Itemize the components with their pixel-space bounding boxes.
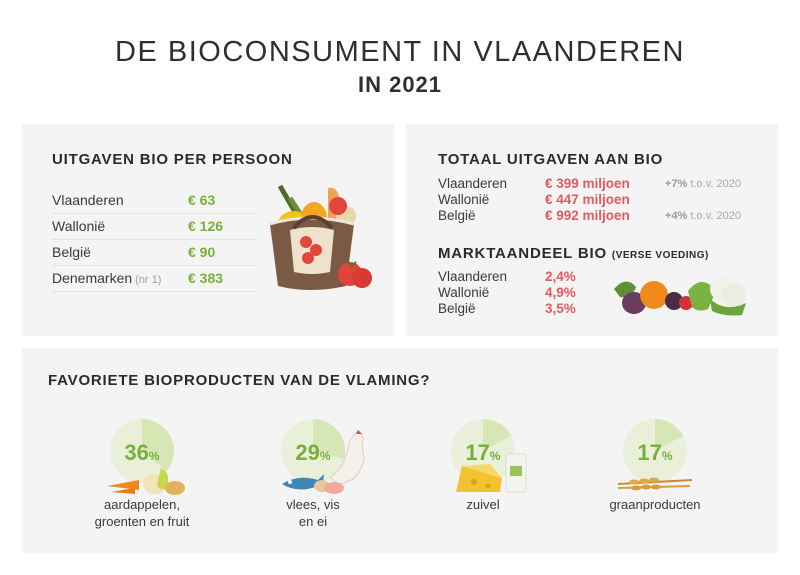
total-row-wallonie: Wallonië € 447 miljoen: [438, 192, 768, 208]
pie-slice: [142, 419, 174, 472]
share-row-belgie: België 3,5%: [438, 301, 618, 317]
fresh-produce-icon: [614, 277, 746, 316]
favorite-caption: aardappelen, groenten en fruit: [94, 497, 190, 529]
total-change: +7% t.o.v. 2020: [665, 178, 741, 190]
percentage-value: 29%: [295, 440, 331, 465]
spending-row-denemarken: Denemarken (nr 1) € 383: [52, 266, 257, 292]
total-value: € 992 miljoen: [545, 208, 630, 223]
pie-slice: [655, 419, 684, 451]
spending-row-vlaanderen: Vlaanderen € 63: [52, 188, 257, 214]
spending-row-belgie: België € 90: [52, 240, 257, 266]
total-spending-panel: TOTAAL UITGAVEN AAN BIO Vlaanderen € 399…: [406, 124, 778, 336]
total-change: +4% t.o.v. 2020: [665, 210, 741, 222]
share-row-wallonie: Wallonië 4,9%: [438, 285, 618, 301]
spending-label: België: [52, 244, 91, 260]
page-subtitle-year: IN 2021: [357, 72, 443, 97]
spending-value: € 63: [188, 192, 216, 208]
percentage-pie: [110, 419, 174, 483]
total-spending-heading: TOTAAL UITGAVEN AAN BIO: [438, 151, 664, 168]
wheat-icon: [617, 477, 693, 491]
share-value: 2,4%: [545, 269, 576, 284]
market-share-heading: MARKTAANDEEL BIO (VERSE VOEDING): [438, 245, 709, 262]
total-label: Vlaanderen: [438, 176, 508, 191]
spending-label: Denemarken (nr 1): [52, 270, 162, 286]
pie-slice: [313, 419, 345, 459]
spending-note: (nr 1): [135, 274, 162, 286]
cheese-milk-icon: [456, 453, 527, 493]
spending-value: € 90: [188, 244, 216, 260]
chicken-fish-egg-icon: [282, 430, 365, 494]
spending-label: Vlaanderen: [52, 192, 124, 208]
percentage-value: 17%: [465, 440, 501, 465]
favorite-products-heading: FAVORIETE BIOPRODUCTEN VAN DE VLAMING?: [48, 372, 431, 389]
spending-row-wallonie: Wallonië € 126: [52, 214, 257, 240]
share-row-vlaanderen: Vlaanderen 2,4%: [438, 269, 618, 285]
spending-value: € 126: [188, 218, 224, 234]
vegetables-icon: [107, 468, 185, 495]
percentage-value: 36%: [124, 440, 160, 465]
percentage-pie: [281, 419, 345, 483]
page-title: DE BIOCONSUMENT IN VLAANDEREN: [115, 36, 685, 68]
favorite-item-grains: 17% graanproducten: [580, 418, 730, 538]
percentage-pie: [623, 419, 687, 483]
favorite-item-produce: 36% aardappelen, groenten en fruit: [67, 418, 217, 538]
total-label: België: [438, 208, 476, 223]
favorite-item-meat-fish-egg: 29% vlees, vis en ei: [238, 418, 388, 538]
total-value: € 399 miljoen: [545, 176, 630, 191]
total-row-vlaanderen: Vlaanderen € 399 miljoen +7% t.o.v. 2020: [438, 176, 768, 192]
share-label: Wallonië: [438, 285, 490, 300]
spending-per-person-panel: UITGAVEN BIO PER PERSOON Vlaanderen € 63…: [22, 124, 394, 336]
spending-label: Wallonië: [52, 218, 106, 234]
favorite-caption: zuivel: [466, 497, 500, 512]
total-value: € 447 miljoen: [545, 192, 630, 207]
spending-per-person-heading: UITGAVEN BIO PER PERSOON: [52, 151, 293, 168]
favorite-caption: graanproducten: [609, 497, 701, 512]
market-share-heading-note: (VERSE VOEDING): [611, 250, 709, 261]
grocery-basket-icon: [269, 184, 372, 290]
favorite-caption: vlees, vis en ei: [286, 497, 340, 529]
share-value: 3,5%: [545, 301, 576, 316]
total-label: Wallonië: [438, 192, 490, 207]
spending-value: € 383: [188, 270, 224, 286]
share-value: 4,9%: [545, 285, 576, 300]
pie-slice: [483, 419, 512, 451]
percentage-value: 17%: [637, 440, 673, 465]
share-label: Vlaanderen: [438, 269, 508, 284]
favorite-item-dairy: 17% zuivel: [408, 418, 558, 538]
share-label: België: [438, 301, 476, 316]
total-row-belgie: België € 992 miljoen +4% t.o.v. 2020: [438, 208, 768, 224]
